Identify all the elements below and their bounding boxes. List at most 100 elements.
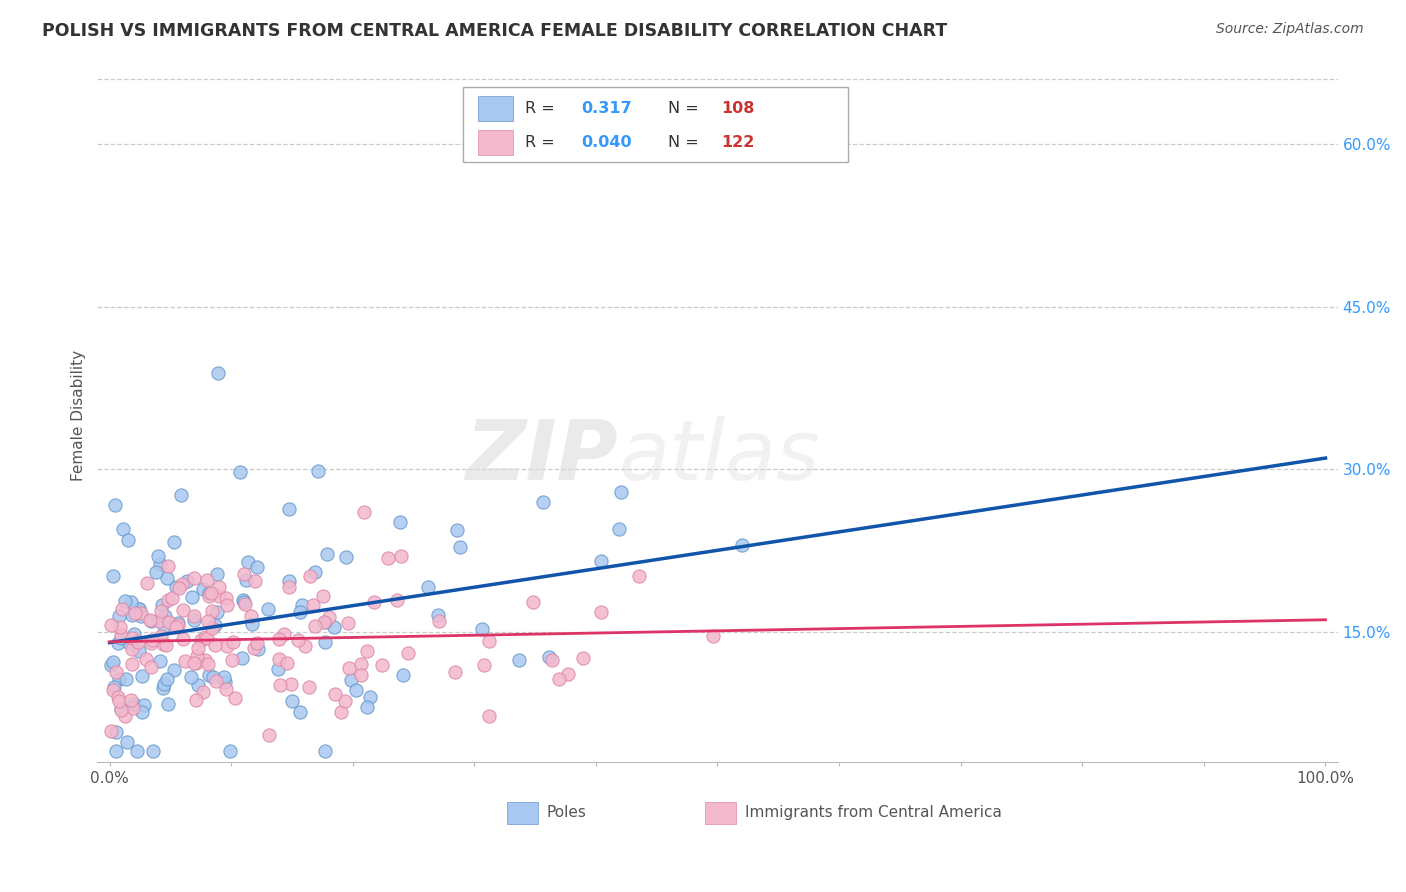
- Point: [449, 540, 471, 554]
- Point: [243, 574, 266, 589]
- Point: [388, 515, 411, 529]
- Point: [198, 585, 221, 599]
- Point: [572, 651, 595, 665]
- Point: [120, 693, 142, 707]
- Point: [131, 705, 153, 719]
- Point: [198, 589, 221, 603]
- Point: [156, 593, 179, 607]
- Point: [141, 632, 163, 647]
- Point: [446, 523, 468, 537]
- Point: [114, 708, 136, 723]
- Point: [304, 619, 326, 633]
- Point: [156, 672, 179, 686]
- Text: 122: 122: [721, 135, 755, 150]
- Point: [148, 615, 170, 629]
- Point: [117, 734, 139, 748]
- Point: [222, 634, 245, 648]
- Point: [205, 673, 228, 688]
- Text: 108: 108: [721, 101, 755, 116]
- Point: [557, 667, 579, 681]
- Point: [100, 724, 122, 739]
- Point: [273, 627, 295, 641]
- Point: [427, 615, 450, 629]
- Point: [104, 498, 127, 512]
- Point: [385, 593, 408, 607]
- Point: [136, 576, 159, 591]
- Point: [138, 613, 160, 627]
- Point: [110, 703, 132, 717]
- Point: [232, 593, 254, 607]
- Point: [157, 615, 180, 629]
- Point: [197, 614, 219, 628]
- Point: [702, 629, 724, 643]
- Point: [314, 615, 336, 630]
- Point: [172, 632, 194, 646]
- Point: [235, 573, 257, 587]
- Point: [100, 618, 122, 632]
- Point: [163, 534, 186, 549]
- Point: [197, 657, 219, 671]
- Point: [134, 698, 156, 713]
- Point: [278, 580, 301, 594]
- Point: [181, 590, 204, 604]
- Text: 0.040: 0.040: [581, 135, 631, 150]
- Point: [591, 605, 613, 619]
- Point: [207, 605, 229, 619]
- Point: [110, 702, 132, 716]
- Point: [246, 642, 269, 657]
- Point: [183, 571, 205, 585]
- Point: [731, 539, 754, 553]
- Point: [201, 603, 224, 617]
- Point: [281, 693, 304, 707]
- Point: [193, 685, 215, 699]
- Point: [121, 657, 143, 672]
- Point: [288, 705, 311, 719]
- Point: [218, 744, 240, 758]
- Point: [335, 549, 357, 564]
- Point: [170, 577, 193, 591]
- Point: [121, 632, 143, 646]
- Point: [117, 635, 139, 649]
- Point: [350, 668, 373, 682]
- Point: [149, 629, 172, 643]
- Point: [167, 615, 190, 630]
- Point: [443, 665, 465, 679]
- Point: [312, 589, 335, 603]
- Point: [472, 658, 495, 673]
- Point: [215, 682, 238, 697]
- Text: atlas: atlas: [619, 417, 820, 497]
- Point: [195, 573, 218, 587]
- Point: [198, 668, 221, 682]
- Point: [221, 653, 243, 667]
- Point: [145, 565, 167, 579]
- FancyBboxPatch shape: [506, 802, 537, 824]
- Point: [294, 639, 316, 653]
- Point: [212, 670, 235, 684]
- Point: [298, 680, 321, 694]
- Point: [174, 654, 197, 668]
- Point: [153, 619, 176, 633]
- Point: [155, 638, 177, 652]
- Point: [128, 602, 150, 616]
- Point: [108, 672, 131, 686]
- Point: [240, 608, 263, 623]
- Point: [359, 690, 381, 704]
- Point: [105, 724, 128, 739]
- Point: [107, 690, 129, 704]
- Point: [246, 560, 269, 574]
- Point: [110, 628, 132, 642]
- Point: [200, 621, 222, 635]
- Point: [100, 658, 122, 673]
- Point: [312, 615, 335, 629]
- FancyBboxPatch shape: [478, 95, 513, 120]
- Point: [392, 668, 415, 682]
- Point: [508, 652, 530, 666]
- Point: [183, 613, 205, 627]
- Point: [180, 669, 202, 683]
- Point: [356, 699, 378, 714]
- Point: [139, 636, 162, 650]
- Text: N =: N =: [668, 135, 699, 150]
- Point: [139, 659, 162, 673]
- Point: [153, 677, 176, 691]
- Point: [267, 651, 290, 665]
